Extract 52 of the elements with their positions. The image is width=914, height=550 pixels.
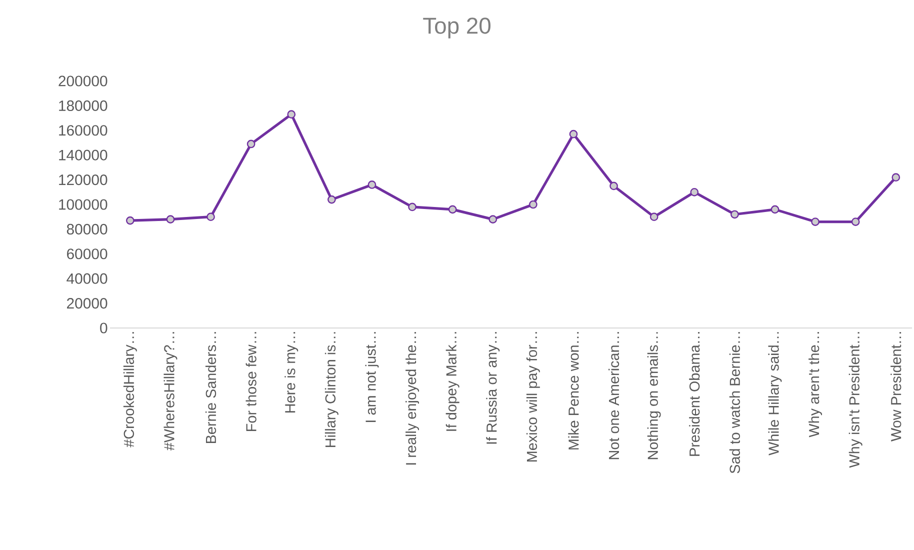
point xyxy=(811,218,820,226)
point xyxy=(448,205,457,214)
point xyxy=(690,188,699,196)
point xyxy=(569,130,578,138)
point xyxy=(528,200,538,209)
point xyxy=(166,215,175,224)
x-tick-label: Why isn't President… xyxy=(848,332,862,468)
x-tick-label: Sad to watch Bernie… xyxy=(729,332,740,474)
y-tick-label: 120000 xyxy=(59,174,108,186)
x-tick-label: If dopey Mark… xyxy=(446,332,460,431)
x-tick-label: I really enjoyed the… xyxy=(406,332,420,465)
point xyxy=(327,195,336,204)
x-tick-label: Mike Pence won… xyxy=(568,332,579,450)
point xyxy=(368,180,376,189)
y-tick-label: 0 xyxy=(100,322,108,334)
y-tick-label: 80000 xyxy=(66,224,108,234)
point xyxy=(730,210,739,219)
x-tick-label: #WheresHillary?… xyxy=(164,332,178,451)
y-tick-label: 200000 xyxy=(58,76,108,86)
x-tick-label: Mexico will pay for… xyxy=(526,332,540,462)
y-tick-label: 60000 xyxy=(67,248,108,260)
y-tick-label: 100000 xyxy=(59,199,108,210)
point xyxy=(246,140,256,148)
y-tick-label: 40000 xyxy=(66,273,108,284)
x-tick-label: Not one American… xyxy=(608,332,620,460)
point xyxy=(488,215,498,224)
x-tick-label: Hillary Clinton is… xyxy=(324,332,338,448)
y-tick-label: 160000 xyxy=(59,125,108,136)
point xyxy=(408,202,416,212)
chart-title: Top 20 xyxy=(423,18,490,38)
point xyxy=(770,205,780,214)
point xyxy=(287,110,296,119)
x-tick-label: While Hillary said… xyxy=(768,332,782,456)
y-tick-label: 20000 xyxy=(67,298,108,309)
x-tick-label: If Russia or any… xyxy=(486,332,500,444)
point xyxy=(610,182,618,190)
y-tick-label: 140000 xyxy=(59,150,108,160)
x-tick-label: For those few… xyxy=(246,332,256,431)
x-tick-label: Here is my… xyxy=(284,332,298,412)
point xyxy=(650,212,658,222)
x-tick-label: #CrookedHillary… xyxy=(123,332,137,448)
point xyxy=(892,173,900,182)
x-tick-label: Why aren't the… xyxy=(808,332,822,438)
x-tick-label: Bernie Sanders… xyxy=(205,332,216,444)
x-tick-label: Wow President… xyxy=(890,332,902,442)
x-tick-label: President Obama… xyxy=(689,332,700,456)
point xyxy=(126,216,134,225)
x-tick-label: Nothing on emails… xyxy=(647,332,661,460)
y-tick-label: 180000 xyxy=(59,100,108,111)
point xyxy=(851,218,860,226)
x-tick-label: I am not just… xyxy=(365,332,379,422)
point xyxy=(206,212,215,222)
